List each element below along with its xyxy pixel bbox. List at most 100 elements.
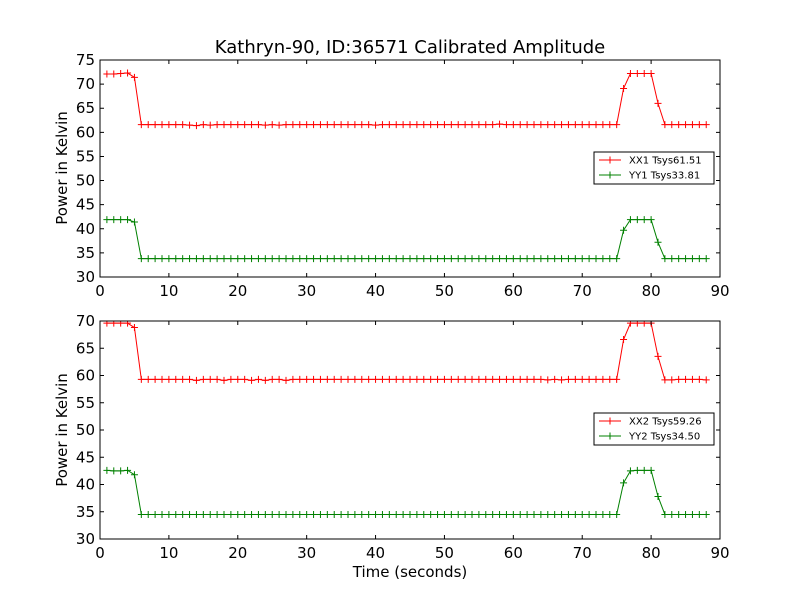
bottom-series-2-point	[241, 510, 249, 518]
bottom-series-1-point	[682, 375, 690, 383]
top-series-2-point	[220, 255, 228, 263]
bottom-series-1-point	[585, 375, 593, 383]
bottom-series-1-point	[385, 375, 393, 383]
bottom-series-2-point	[434, 510, 442, 518]
bottom-series-2-point	[110, 467, 118, 475]
bottom-series-1-point	[509, 375, 517, 383]
top-series-2-point	[613, 255, 621, 263]
top-series-1-point	[310, 121, 318, 129]
top-series-2-point	[606, 255, 614, 263]
bottom-series-2-point	[571, 510, 579, 518]
bottom-series-1-point	[310, 375, 318, 383]
top-series-1-point	[158, 121, 166, 129]
bottom-series-1-point	[668, 376, 676, 384]
top-legend-swatch	[599, 171, 621, 179]
bottom-series-1-point	[303, 375, 311, 383]
top-series-1-point	[688, 121, 696, 129]
top-series-2-point	[468, 255, 476, 263]
bottom-series-1-point	[275, 375, 283, 383]
top-series-1-point	[351, 121, 359, 129]
bottom-series-1-point	[372, 375, 380, 383]
top-series-2-point	[640, 216, 648, 224]
bottom-series-1-point	[378, 375, 386, 383]
top-series-2-point	[688, 255, 696, 263]
bottom-series-2-point	[509, 510, 517, 518]
bottom-series-1-point	[613, 375, 621, 383]
top-y-tick-label: 55	[76, 147, 95, 165]
bottom-series-2-point	[420, 510, 428, 518]
top-series-2-point	[158, 255, 166, 263]
top-series-2-point	[661, 255, 669, 263]
bottom-series-2-point	[137, 510, 145, 518]
top-series-2-point	[647, 216, 655, 224]
top-x-tick-label: 90	[710, 282, 729, 300]
top-series-2-point	[496, 255, 504, 263]
bottom-series-2-point	[227, 510, 235, 518]
bottom-series-2-point	[351, 510, 359, 518]
top-series-1-point	[303, 121, 311, 129]
bottom-series-1-point	[337, 375, 345, 383]
bottom-series-1-point	[530, 375, 538, 383]
bottom-series-2-point	[647, 466, 655, 474]
bottom-series-2-point	[268, 510, 276, 518]
top-series-2-point	[199, 255, 207, 263]
top-legend-swatch	[599, 156, 621, 164]
bottom-x-tick-label: 80	[642, 544, 661, 562]
bottom-series-2-point	[406, 510, 414, 518]
bottom-series-2-point	[613, 510, 621, 518]
top-series-1-point	[316, 121, 324, 129]
bottom-series-2-point	[640, 466, 648, 474]
bottom-series-2-point	[275, 510, 283, 518]
bottom-series-2-point	[675, 510, 683, 518]
bottom-series-1-point	[130, 324, 138, 332]
bottom-series-2-point	[316, 510, 324, 518]
top-series-2-point	[420, 255, 428, 263]
bottom-series-1-point	[564, 375, 572, 383]
top-series-2-point	[130, 218, 138, 226]
bottom-series-2-point	[695, 510, 703, 518]
bottom-series-1-point	[227, 375, 235, 383]
bottom-series-2-point	[165, 510, 173, 518]
top-series-1-point	[420, 121, 428, 129]
top-series-1-point	[571, 121, 579, 129]
bottom-x-tick-label: 30	[297, 544, 316, 562]
bottom-series-2-point	[310, 510, 318, 518]
bottom-series-1-point	[316, 375, 324, 383]
top-series-2-point	[668, 255, 676, 263]
bottom-series-2-point	[248, 510, 256, 518]
bottom-legend: XX2 Tsys59.26 YY2 Tsys34.50	[593, 412, 715, 446]
top-series-2-point	[144, 255, 152, 263]
top-series-2-point	[117, 216, 125, 224]
chart-title: Kathryn-90, ID:36571 Calibrated Amplitud…	[215, 37, 605, 58]
top-axes-frame	[99, 59, 721, 278]
bottom-series-1-point	[626, 321, 634, 327]
top-series-2-point	[316, 255, 324, 263]
top-series-2-point	[296, 255, 304, 263]
top-series-1-point	[599, 121, 607, 129]
top-series-2-point	[179, 255, 187, 263]
bottom-series-2-point	[234, 510, 242, 518]
bottom-series-2-point	[544, 510, 552, 518]
top-series-2-point	[551, 255, 559, 263]
bottom-series-2-point	[323, 510, 331, 518]
bottom-legend-swatch	[599, 432, 621, 440]
top-series-1-point	[447, 121, 455, 129]
top-series-2-point	[337, 255, 345, 263]
bottom-series-1-point	[537, 375, 545, 383]
bottom-series-1-point	[323, 375, 331, 383]
top-series-2-point	[351, 255, 359, 263]
bottom-series-2-point	[192, 510, 200, 518]
bottom-series-2-point	[523, 510, 531, 518]
top-series-1-point	[530, 121, 538, 129]
bottom-series-2-point	[151, 510, 159, 518]
bottom-x-tick-label: 40	[366, 544, 385, 562]
bottom-series-2-point	[344, 510, 352, 518]
bottom-series-2-point	[606, 510, 614, 518]
bottom-series-2-point	[551, 510, 559, 518]
bottom-series-2-point	[220, 510, 228, 518]
top-series-2-point	[695, 255, 703, 263]
top-series-1-point	[592, 121, 600, 129]
top-series-1-point	[261, 121, 269, 129]
bottom-series-1-point	[330, 375, 338, 383]
